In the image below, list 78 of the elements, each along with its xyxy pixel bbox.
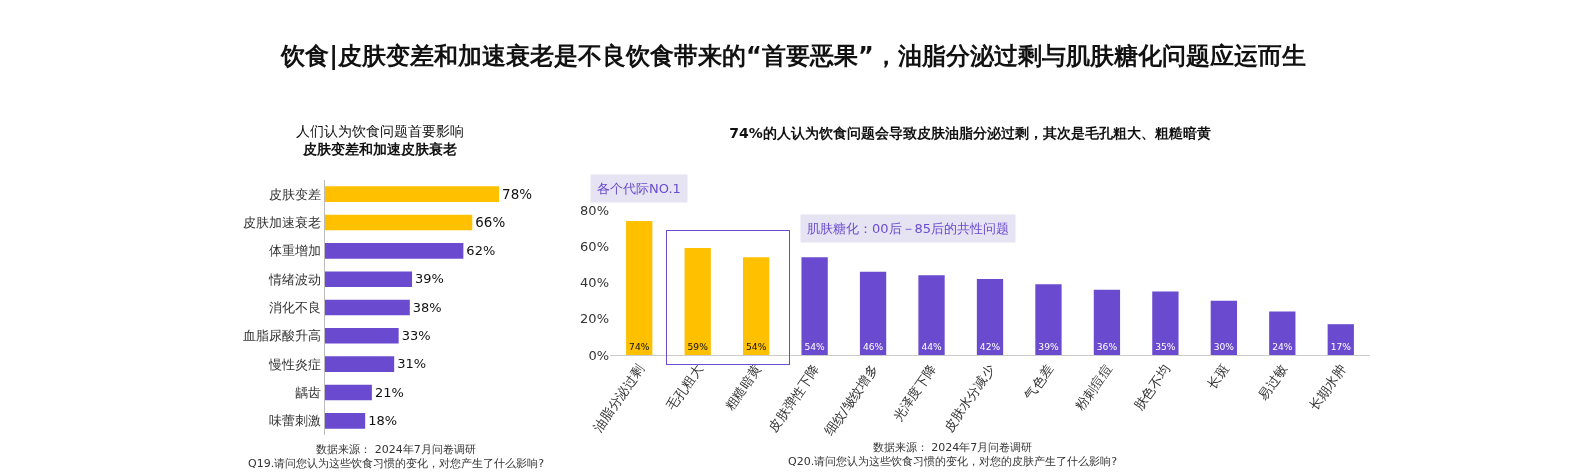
text: 饮食|皮肤变差和加速衰老是不良饮食带来的“首要恶果”，油脂分泌过剩与肌肤糖化问题应运而生 [279,41,1307,72]
data-label: 39% [415,271,444,287]
x-tick-label: 长斑 [1204,361,1232,392]
annotation: 肌肤糖化：00后－85后的共性问题 [807,221,1010,236]
data-label: 39% [1038,341,1059,352]
text: Q20.请问您认为这些饮食习惯的变化，对您的皮肤产生了什么影响? [788,455,1118,469]
source-note: 数据来源： 2024年7月问卷调研 [872,441,1033,454]
bar [325,356,395,372]
x-tick-label: 易过敏 [1255,361,1291,403]
x-tick-label: 皮肤弹性下降 [765,361,823,435]
x-tick-label: 皮肤水分减少 [940,361,998,435]
data-label: 46% [862,341,884,352]
y-tick-label: 40% [580,275,609,291]
bar [976,278,1004,355]
y-tick-label: 20% [580,311,609,327]
x-tick-label: 气色差 [1021,361,1057,403]
x-tick-label: 细纹/皱纹增多 [821,361,881,439]
bar [684,248,711,355]
bar [325,384,372,401]
x-tick-label: 肤色不均 [1131,361,1174,414]
data-label: 44% [921,341,942,352]
bar [1152,291,1179,355]
y-tick-label: 龋齿 [295,385,322,401]
data-label: 54% [804,341,826,352]
x-tick-label: 长期水肿 [1306,361,1349,414]
x-tick-label: 毛孔粗大 [663,361,706,414]
y-tick-label: 60% [580,238,609,254]
bar [325,299,410,316]
data-label: 31% [397,356,427,372]
data-label: 74% [629,341,650,352]
data-label: 35% [1155,341,1176,352]
data-label: 33% [401,328,431,344]
data-label: 62% [466,243,496,259]
y-tick-label: 慢性炎症 [268,356,322,372]
y-tick-label: 味蕾刺激 [269,413,322,429]
data-label: 36% [1096,341,1118,352]
y-tick-label: 情绪波动 [268,271,322,287]
bar [801,257,828,355]
y-tick-label: 体重增加 [269,243,322,259]
data-label: 17% [1330,341,1352,352]
x-tick-label: 粉刺痘痘 [1072,361,1115,414]
y-tick-label: 血脂尿酸升高 [243,328,322,344]
bar [918,275,945,355]
x-tick-label: 粗糙暗黄 [721,361,764,414]
x-tick-label: 油脂分泌过剩 [589,361,648,435]
bar [1035,284,1062,355]
chart-title: 74%的人认为饮食问题会导致皮肤油脂分泌过剩，其次是毛孔粗大、粗糙暗黄 [729,125,1211,142]
data-label: 38% [412,299,442,315]
data-label: 30% [1213,341,1235,352]
bar [1093,289,1121,355]
y-tick-label: 皮肤加速衰老 [243,215,322,231]
y-tick-label: 消化不良 [269,300,322,316]
bar [325,243,464,259]
bar [325,186,500,202]
data-label: 66% [475,215,506,231]
bar [325,328,399,344]
data-label: 18% [368,413,398,429]
data-label: 21% [374,384,404,400]
bar [1210,300,1237,355]
bar [325,214,473,231]
x-tick-label: 光泽度下降 [889,361,940,424]
annotation: 各个代际NO.1 [597,181,681,196]
source-note: 数据来源： 2024年7月问卷调研 [316,443,476,456]
bar [743,257,770,355]
data-label: 24% [1272,341,1293,352]
data-label: 42% [979,341,1001,352]
data-label: 54% [746,341,767,352]
y-tick-label: 皮肤变差 [269,186,322,202]
y-tick-label: 80% [580,202,609,218]
data-label: 78% [502,187,533,203]
text: Q19.请问您认为这些饮食习惯的变化，对您产生了什么影响? [248,457,545,471]
y-tick-label: 0% [588,347,609,363]
bar [626,220,653,355]
bar [325,271,413,287]
bar [325,413,366,429]
data-label: 59% [687,341,709,352]
chart-subtitle: 皮肤变差和加速皮肤衰老 [302,140,457,157]
bar [859,271,887,355]
